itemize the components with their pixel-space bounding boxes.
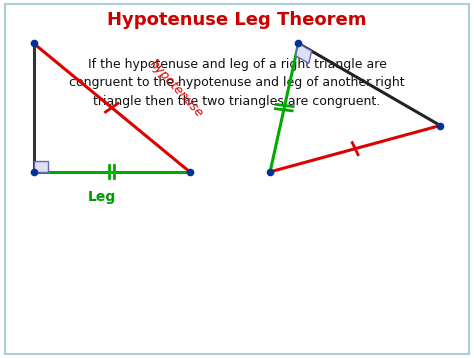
Bar — [34, 161, 48, 172]
Text: Leg: Leg — [88, 190, 117, 204]
Text: Hypotenuse Leg Theorem: Hypotenuse Leg Theorem — [107, 11, 367, 29]
Polygon shape — [296, 43, 311, 63]
Text: If the hypotenuse and leg of a right triangle are
congruent to the hypotenuse an: If the hypotenuse and leg of a right tri… — [69, 58, 405, 108]
Text: hypotenuse: hypotenuse — [147, 58, 206, 121]
